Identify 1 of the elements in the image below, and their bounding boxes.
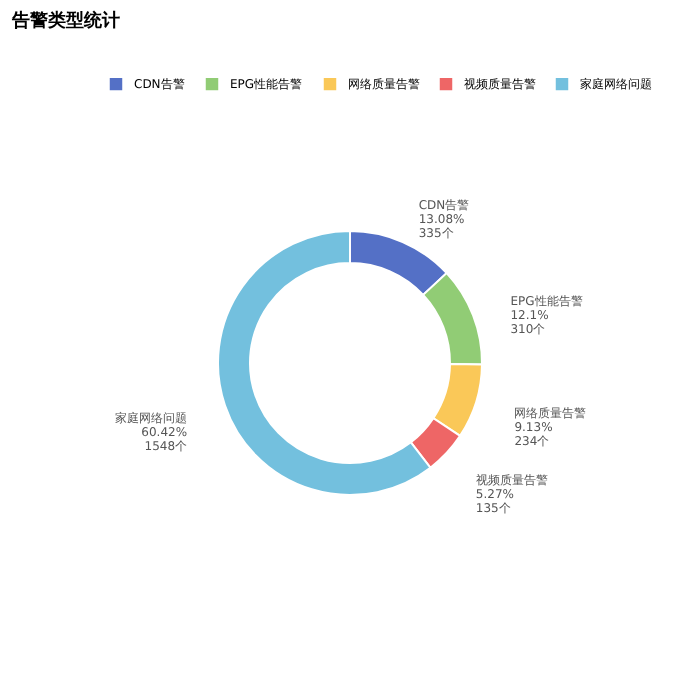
chart-title: 告警类型统计 bbox=[10, 10, 120, 32]
